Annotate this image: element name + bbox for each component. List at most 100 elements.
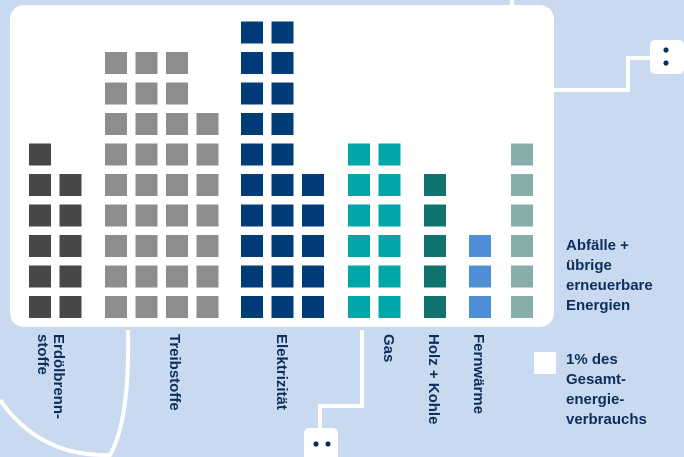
- waffle-cell: [135, 296, 158, 318]
- waffle-cell: [348, 143, 370, 166]
- waffle-cell: [196, 204, 219, 227]
- category-label-gas: Gas: [380, 334, 397, 363]
- connector-right: [540, 56, 652, 92]
- waffle-cell: [59, 265, 82, 288]
- waffle-cell: [241, 296, 263, 318]
- waffle-cell: [469, 235, 491, 257]
- waffle-cell: [511, 296, 533, 318]
- waffle-group-2: [105, 52, 219, 318]
- waffle-cell: [59, 204, 82, 227]
- waffle-cell: [511, 143, 533, 166]
- waffle-cell: [511, 174, 533, 196]
- decor-lines: [0, 0, 652, 457]
- waffle-cell: [424, 235, 446, 257]
- waffle-cell: [59, 296, 82, 318]
- waffle-cell: [166, 52, 188, 74]
- waffle-cell: [348, 174, 370, 196]
- waffle-cell: [302, 235, 324, 257]
- waffle-cell: [378, 296, 401, 318]
- waffle-group-6: [469, 235, 491, 318]
- connector-bottom: [318, 330, 364, 430]
- waffle-cell: [105, 143, 127, 166]
- waffle-cell: [166, 143, 188, 166]
- waffle-cell: [241, 235, 263, 257]
- waffle-cell: [166, 296, 188, 318]
- waffle-cell: [135, 265, 158, 288]
- waffle-cell: [196, 113, 219, 135]
- waffle-cell: [424, 265, 446, 288]
- waffle-cell: [302, 296, 324, 318]
- waffle-group-3: [241, 21, 324, 318]
- waffle-cell: [511, 265, 533, 288]
- waffle-cell: [348, 235, 370, 257]
- waffle-cell: [241, 21, 263, 44]
- waffle-cell: [348, 296, 370, 318]
- waffle-cell: [241, 52, 263, 74]
- waffle-cell: [271, 143, 294, 166]
- waffle-cell: [378, 174, 401, 196]
- waffle-cell: [196, 296, 219, 318]
- waffle-cell: [271, 296, 294, 318]
- waffle-cell: [348, 265, 370, 288]
- waffle-cell: [105, 204, 127, 227]
- waffle-cell: [196, 235, 219, 257]
- waffle-cell: [135, 82, 158, 105]
- waffle-cell: [271, 21, 294, 44]
- waffle-cell: [105, 235, 127, 257]
- waffle-cell: [29, 174, 51, 196]
- waffle-cell: [424, 296, 446, 318]
- waffle-cell: [378, 204, 401, 227]
- waffle-cell: [59, 235, 82, 257]
- category-label-erdoelbrennstoffe: Erdölbrenn- stoffe: [34, 334, 67, 419]
- decor-arc: [0, 329, 131, 457]
- waffle-cell: [241, 82, 263, 105]
- plug-bottom: [304, 428, 338, 457]
- waffle-cell: [59, 174, 82, 196]
- waffle-cell: [135, 204, 158, 227]
- waffle-cell: [135, 113, 158, 135]
- waffle-cell: [135, 143, 158, 166]
- waffle-group-5: [424, 174, 446, 318]
- category-label-treibstoffe: Treibstoffe: [166, 334, 183, 411]
- waffle-cell: [241, 143, 263, 166]
- category-label-holz-kohle: Holz + Kohle: [425, 334, 442, 425]
- category-label-elektrizitaet: Elektrizität: [273, 334, 290, 410]
- waffle-cell: [241, 265, 263, 288]
- waffle-cell: [271, 174, 294, 196]
- waffle-cell: [29, 296, 51, 318]
- waffle-cell: [271, 113, 294, 135]
- waffle-cells: [29, 21, 533, 318]
- waffle-cell: [105, 82, 127, 105]
- waffle-cell: [378, 265, 401, 288]
- waffle-cell: [166, 235, 188, 257]
- waffle-cell: [29, 235, 51, 257]
- waffle-cell: [105, 52, 127, 74]
- waffle-cell: [271, 235, 294, 257]
- waffle-cell: [166, 82, 188, 105]
- waffle-group-7: [511, 143, 533, 318]
- legend-unit-label: 1% des Gesamt- energie- verbrauchs: [566, 351, 647, 428]
- waffle-cell: [424, 204, 446, 227]
- waffle-cell: [105, 174, 127, 196]
- waffle-group-1: [29, 143, 82, 318]
- waffle-cell: [469, 296, 491, 318]
- waffle-group-4: [348, 143, 401, 318]
- waffle-cell: [302, 174, 324, 196]
- waffle-cell: [271, 52, 294, 74]
- waffle-cell: [166, 204, 188, 227]
- waffle-cell: [424, 174, 446, 196]
- waffle-cell: [196, 174, 219, 196]
- category-label-abfaelle: Abfälle + übrige erneuerbare Energien: [566, 237, 653, 314]
- waffle-cell: [469, 265, 491, 288]
- waffle-cell: [105, 296, 127, 318]
- waffle-cell: [196, 265, 219, 288]
- waffle-cell: [348, 204, 370, 227]
- waffle-cell: [302, 204, 324, 227]
- waffle-cell: [378, 235, 401, 257]
- legend-swatch: [534, 352, 556, 374]
- waffle-cell: [29, 204, 51, 227]
- waffle-cell: [241, 174, 263, 196]
- waffle-cell: [166, 113, 188, 135]
- waffle-cell: [302, 265, 324, 288]
